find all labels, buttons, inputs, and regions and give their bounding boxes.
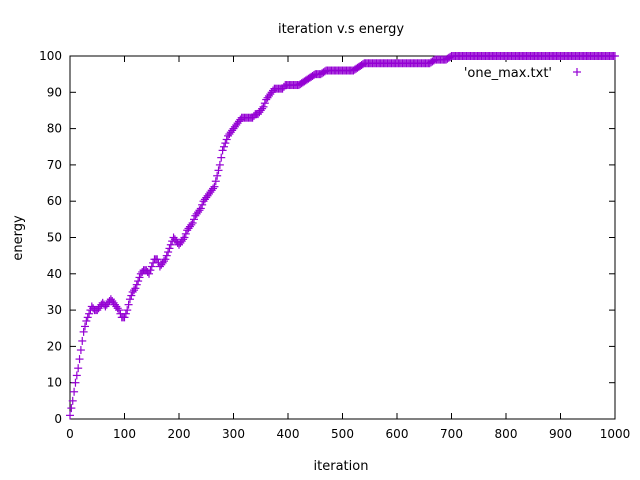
data-point	[259, 102, 268, 111]
y-tick-label: 80	[47, 122, 62, 136]
data-point	[213, 171, 222, 180]
data-point-fill	[78, 336, 87, 345]
data-point	[164, 248, 173, 257]
x-tick-label: 0	[66, 427, 74, 441]
data-point	[215, 160, 224, 169]
data-point	[221, 139, 230, 148]
data-point-fill	[160, 257, 169, 266]
data-point-fill	[217, 153, 226, 162]
y-tick-label: 50	[47, 231, 62, 245]
data-point-fill	[80, 322, 89, 331]
data-point	[145, 269, 154, 278]
data-point-fill	[189, 215, 198, 224]
data-point	[79, 327, 88, 336]
y-tick-label: 10	[47, 376, 62, 390]
data-point	[147, 262, 156, 271]
data-point-fill	[127, 291, 136, 300]
series-points	[66, 52, 619, 420]
data-point	[76, 346, 85, 355]
y-tick-label: 20	[47, 339, 62, 353]
plot-frame	[69, 55, 616, 420]
data-point-fill	[179, 235, 188, 244]
data-point	[210, 182, 219, 191]
data-point-fill	[195, 206, 204, 215]
data-point	[115, 306, 124, 315]
data-point	[218, 146, 227, 155]
x-tick-label: 200	[168, 427, 191, 441]
y-tick-label: 30	[47, 303, 62, 317]
data-point-fill	[72, 371, 81, 380]
x-tick-label: 400	[277, 427, 300, 441]
data-point-fill	[258, 104, 267, 113]
data-point-fill	[181, 229, 190, 238]
y-tick-label: 0	[54, 412, 62, 426]
data-point-fill	[211, 177, 220, 186]
data-point	[611, 52, 619, 60]
y-axis-ticks: 0 10 20 30 40 50 60 70 80 90 100	[39, 49, 615, 426]
data-point-fill	[222, 135, 231, 144]
y-tick-label: 70	[47, 158, 62, 172]
data-point-fill	[219, 142, 228, 151]
data-point-fill	[132, 280, 141, 289]
y-tick-label: 90	[47, 85, 62, 99]
data-point-fill	[121, 309, 130, 318]
data-point	[131, 284, 140, 293]
data-point	[153, 255, 162, 264]
data-point-fill	[135, 273, 144, 282]
data-point	[66, 411, 74, 420]
data-point-fill	[162, 251, 171, 260]
data-point-fill	[198, 200, 207, 209]
y-tick-label: 60	[47, 194, 62, 208]
data-point	[180, 233, 189, 242]
data-point	[161, 255, 170, 264]
x-tick-label: 100	[113, 427, 136, 441]
data-point	[68, 396, 77, 405]
y-tick-label: 40	[47, 267, 62, 281]
data-point	[74, 364, 83, 373]
data-point	[85, 309, 94, 318]
data-point-fill	[67, 404, 76, 413]
data-point	[125, 295, 134, 304]
y-axis-label: energy	[11, 215, 26, 261]
data-point	[134, 277, 143, 286]
data-point-fill	[83, 313, 92, 322]
chart-title: iteration v.s energy	[278, 22, 404, 37]
x-tick-label: 500	[331, 427, 354, 441]
x-axis-label: iteration	[314, 459, 369, 474]
data-point	[123, 306, 132, 315]
data-point-fill	[124, 300, 133, 309]
data-point	[188, 218, 197, 227]
data-point-fill	[130, 286, 139, 295]
legend-plus-icon	[573, 68, 581, 76]
data-point-fill	[113, 304, 122, 313]
legend-marker	[573, 68, 581, 76]
x-tick-label: 600	[386, 427, 409, 441]
data-point-fill	[70, 387, 79, 396]
data-point-fill	[146, 266, 155, 275]
legend-label: 'one_max.txt'	[464, 66, 552, 81]
x-tick-label: 700	[440, 427, 463, 441]
y-tick-label: 100	[39, 49, 62, 63]
data-point	[120, 313, 129, 322]
x-tick-label: 800	[495, 427, 518, 441]
data-point	[82, 316, 91, 325]
data-point-fill	[165, 244, 174, 253]
x-axis-ticks: 0 100 200 300 400 500 600 700 800 900 1000	[66, 56, 630, 441]
x-tick-label: 900	[549, 427, 572, 441]
legend: 'one_max.txt'	[464, 66, 581, 81]
plot-area-border	[69, 55, 616, 420]
data-point-fill	[187, 220, 196, 229]
data-point	[166, 240, 175, 249]
data-point	[196, 204, 205, 213]
data-point-fill	[75, 355, 84, 364]
data-point	[71, 378, 80, 387]
x-tick-label: 1000	[600, 427, 631, 441]
data-point-fill	[209, 184, 218, 193]
x-tick-label: 300	[222, 427, 245, 441]
data-point-fill	[214, 166, 223, 175]
data-point-fill	[260, 99, 269, 108]
